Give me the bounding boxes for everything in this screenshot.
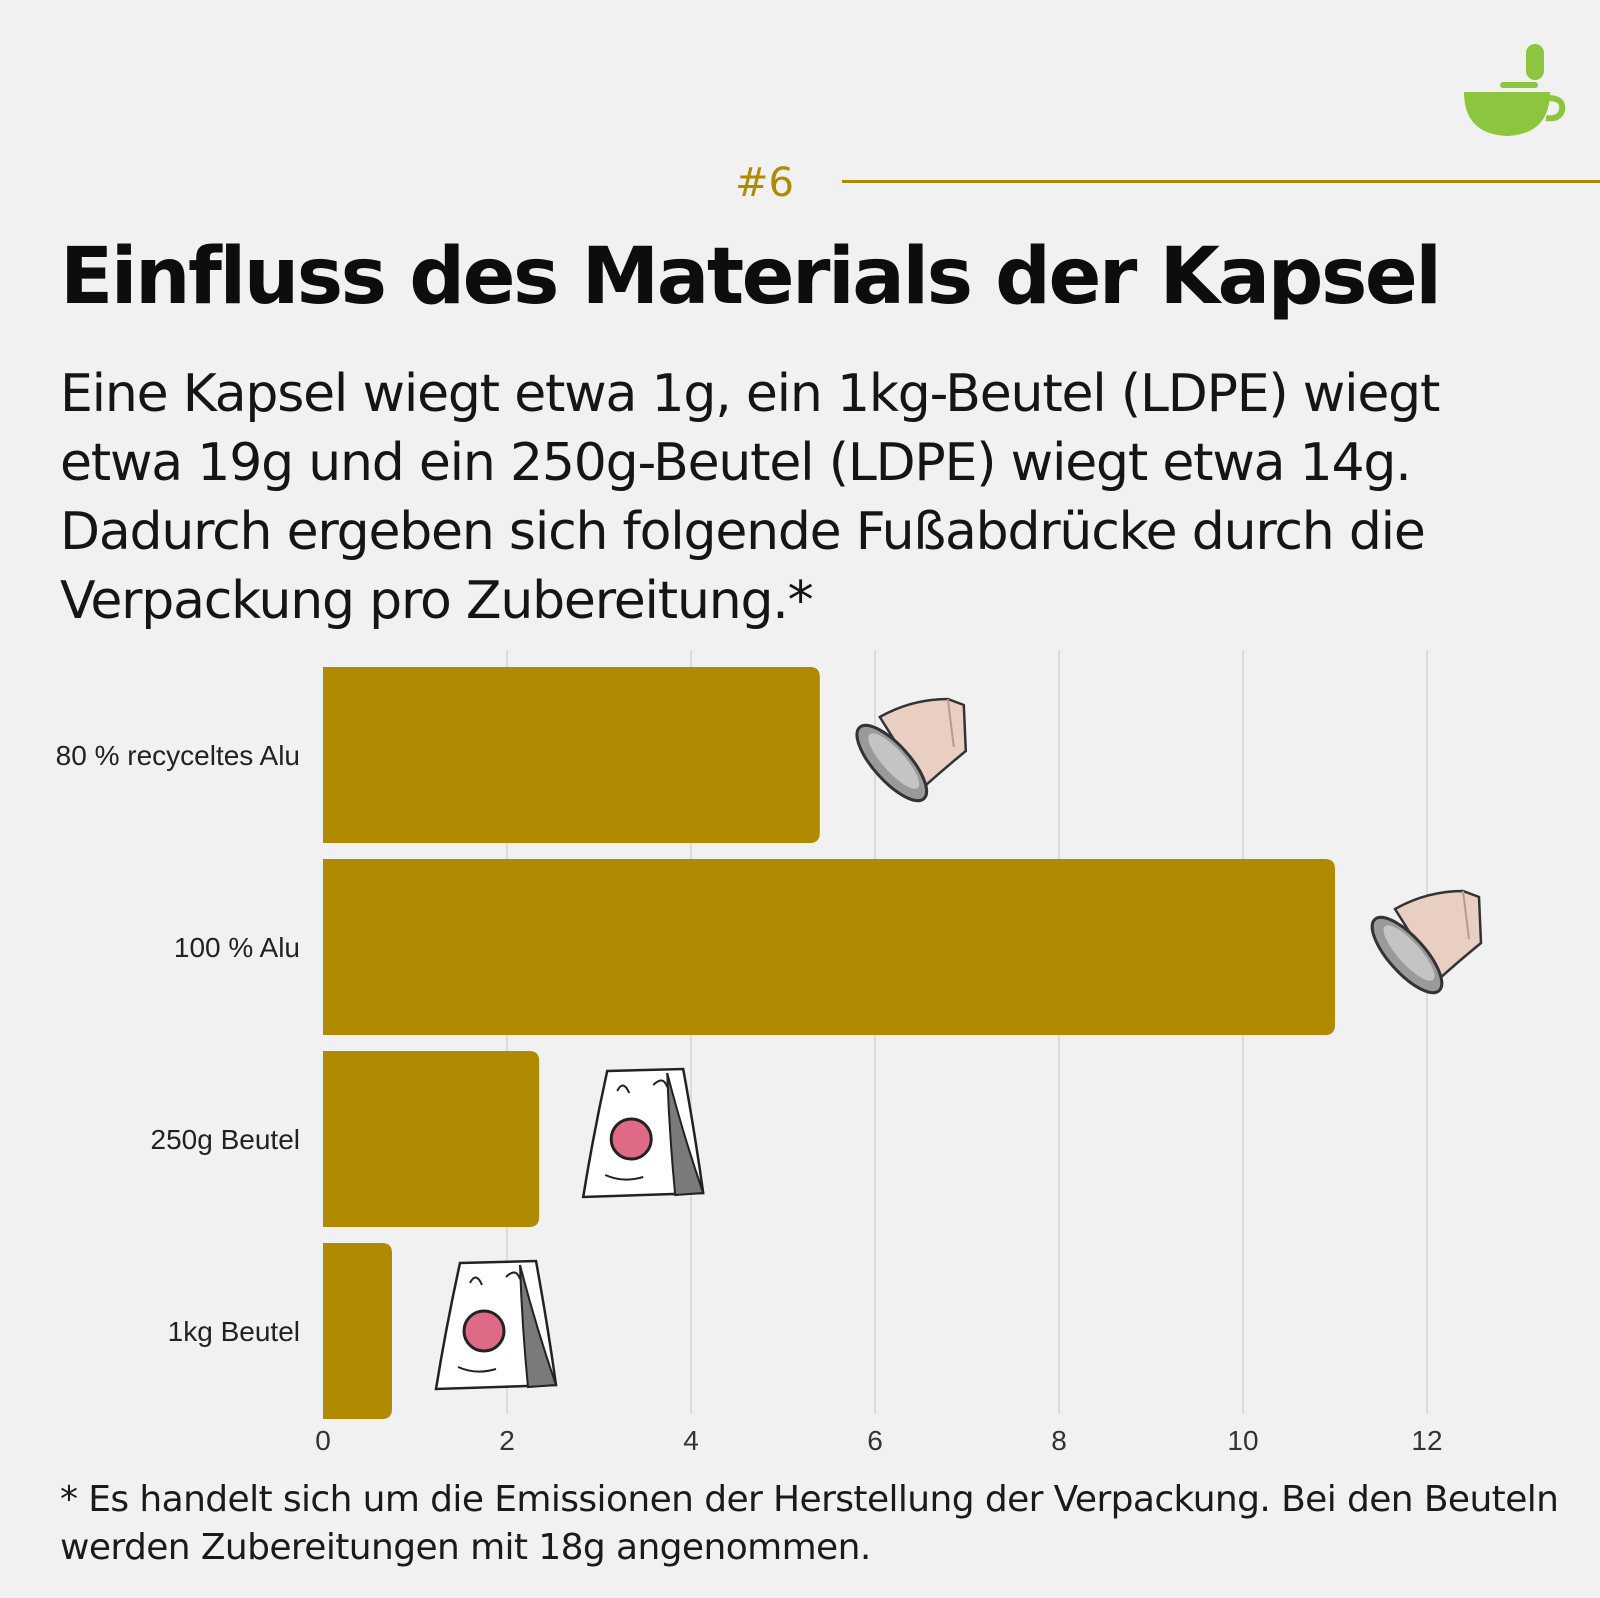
category-label: 250g Beutel [151,1124,300,1155]
bar [323,1051,540,1227]
x-tick-label: 12 [1411,1425,1442,1456]
slide-number: #6 [735,160,794,206]
accent-divider [842,180,1600,183]
category-label: 100 % Alu [174,932,300,963]
bar [323,667,820,843]
coffee-bag-icon [581,1067,705,1199]
coffee-bag-icon [434,1259,558,1391]
x-tick-label: 0 [315,1425,331,1456]
intro-text: Eine Kapsel wiegt etwa 1g, ein 1kg-Beute… [60,364,1440,631]
bar [323,859,1335,1035]
x-tick-label: 2 [499,1425,515,1456]
footnote: * Es handelt sich um die Emissionen der … [60,1479,1559,1568]
coffee-bowl-logo-icon [1464,44,1566,136]
x-tick-label: 8 [1051,1425,1067,1456]
bar [323,1243,392,1419]
x-tick-label: 4 [683,1425,699,1456]
bar-chart: 80 % recyceltes Alu 100 % Alu 250g Beutel 1… [56,650,1483,1456]
x-tick-label: 6 [867,1425,883,1456]
category-label: 80 % recyceltes Alu [56,740,300,771]
coffee-capsule-icon [1359,889,1483,1005]
page-title: Einfluss des Materials der Kapsel [60,232,1442,322]
coffee-capsule-icon [844,697,968,813]
category-label: 1kg Beutel [168,1316,300,1347]
x-tick-label: 10 [1227,1425,1258,1456]
